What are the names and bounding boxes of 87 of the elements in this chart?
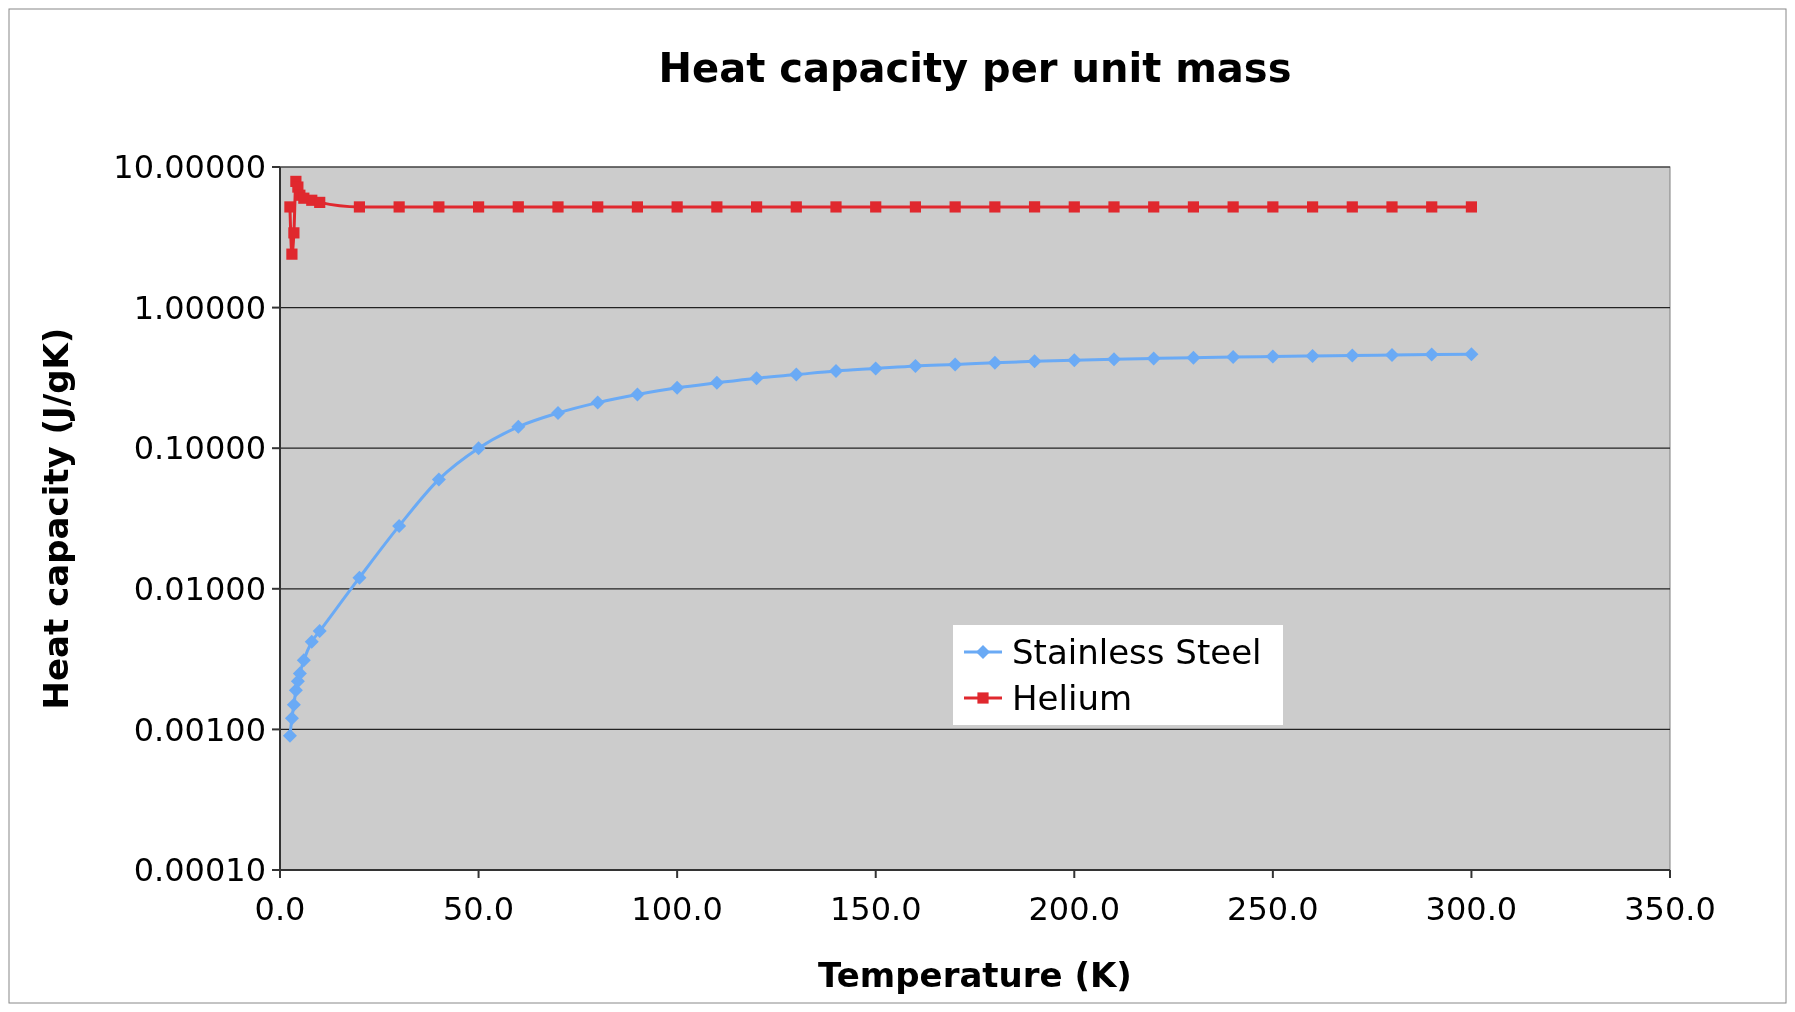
point xyxy=(709,375,724,390)
x-tick-label: 350.0 xyxy=(1624,890,1716,928)
point xyxy=(989,201,1001,213)
point xyxy=(296,653,311,668)
y-tick-label: 10.00000 xyxy=(113,148,266,187)
point xyxy=(1107,352,1121,367)
point xyxy=(1346,201,1358,213)
point xyxy=(830,201,842,213)
x-tick-label: 250.0 xyxy=(1227,890,1319,928)
point xyxy=(750,201,763,213)
point xyxy=(790,201,802,213)
point xyxy=(352,570,367,585)
point xyxy=(314,196,326,208)
point xyxy=(1148,201,1160,213)
y-tick-label: 1.00000 xyxy=(133,288,266,327)
y-tick-label: 0.00100 xyxy=(133,710,266,749)
point xyxy=(1186,350,1201,365)
y-tick-label: 0.00010 xyxy=(133,851,266,890)
point xyxy=(284,711,299,726)
point xyxy=(286,248,298,260)
point xyxy=(1067,353,1082,368)
point xyxy=(592,201,604,213)
point xyxy=(552,201,564,213)
point xyxy=(1385,348,1399,363)
point xyxy=(1426,201,1438,213)
point xyxy=(749,371,764,386)
point xyxy=(471,441,486,456)
point xyxy=(472,201,485,213)
point xyxy=(631,201,644,213)
point xyxy=(829,364,843,379)
legend-label: Stainless Steel xyxy=(1012,631,1262,672)
point xyxy=(1068,201,1080,213)
chart-title: Heat capacity per unit mass xyxy=(658,45,1292,91)
point xyxy=(1345,348,1360,363)
x-tick-label: 300.0 xyxy=(1425,890,1518,928)
point xyxy=(1187,201,1200,213)
point xyxy=(1267,201,1279,213)
point xyxy=(286,697,301,712)
point xyxy=(1027,354,1042,369)
point xyxy=(670,380,685,395)
point xyxy=(1146,351,1161,366)
y-tick-label: 0.01000 xyxy=(133,570,266,608)
point xyxy=(908,358,923,373)
point xyxy=(789,367,804,382)
point xyxy=(1305,348,1320,363)
point xyxy=(512,201,524,213)
point xyxy=(949,201,961,213)
point xyxy=(868,361,883,376)
point xyxy=(393,201,405,213)
point xyxy=(1306,201,1319,213)
point xyxy=(987,355,1002,370)
point xyxy=(1227,201,1239,213)
point xyxy=(1028,201,1041,213)
point xyxy=(292,666,307,681)
x-axis-title: Temperature (K) xyxy=(818,955,1132,995)
point xyxy=(304,634,319,649)
point xyxy=(1424,347,1439,362)
point xyxy=(1464,347,1479,362)
point xyxy=(392,518,407,533)
y-axis-title: Heat capacity (J/gK) xyxy=(36,327,76,710)
point xyxy=(1465,201,1478,213)
point xyxy=(511,419,526,434)
legend-label: Helium xyxy=(1012,677,1133,718)
point xyxy=(948,357,963,372)
point xyxy=(551,405,565,420)
point xyxy=(1108,201,1120,213)
x-tick-label: 50.0 xyxy=(442,890,515,928)
point xyxy=(353,201,366,213)
point xyxy=(630,387,645,402)
point xyxy=(1265,349,1280,364)
point xyxy=(1386,201,1398,213)
x-tick-label: 100.0 xyxy=(631,890,723,928)
x-tick-label: 0.0 xyxy=(254,890,306,928)
point xyxy=(288,227,300,239)
point xyxy=(312,624,327,639)
y-tick-label: 0.10000 xyxy=(133,429,266,468)
point xyxy=(1226,350,1241,365)
point xyxy=(671,201,683,213)
point xyxy=(590,395,605,410)
point xyxy=(909,201,922,213)
point xyxy=(282,728,297,743)
point xyxy=(433,201,445,213)
point xyxy=(870,201,882,213)
x-tick-label: 200.0 xyxy=(1028,890,1121,928)
x-tick-label: 150.0 xyxy=(829,890,922,928)
point xyxy=(711,201,723,213)
point xyxy=(431,472,446,487)
